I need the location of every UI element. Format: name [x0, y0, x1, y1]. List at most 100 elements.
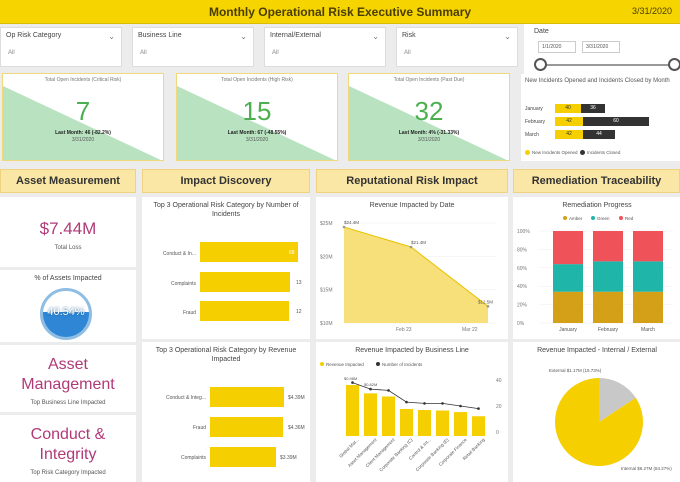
data-point — [342, 225, 346, 229]
bar-category-label: Fraud — [182, 310, 196, 316]
legend-item: Revenue Impacted — [326, 362, 364, 367]
bar — [436, 410, 449, 436]
slicer-business-line[interactable]: Business Line ⌄ All — [132, 27, 254, 67]
incidents-line — [352, 382, 479, 409]
bar — [454, 412, 467, 436]
data-point — [486, 305, 490, 308]
chevron-down-icon[interactable]: ⌄ — [240, 32, 247, 41]
slicer-label: Op Risk Category — [6, 32, 62, 39]
legend-item: Number of Incidents — [382, 362, 423, 367]
bar-value-label: $4.36M — [288, 425, 305, 431]
date-start-input[interactable]: 1/1/2020 — [538, 41, 576, 53]
slicer-label: Risk — [402, 32, 416, 39]
x-tick-label: January — [559, 327, 577, 333]
top3-revenue-chart: Top 3 Operational Risk Category by Reven… — [142, 342, 310, 482]
date-slicer: Date 1/1/2020 3/31/2020 — [524, 24, 680, 74]
slicer-risk[interactable]: Risk ⌄ All — [396, 27, 518, 67]
bar[interactable] — [210, 447, 276, 467]
chart-title: Top 3 Operational Risk Category by Reven… — [155, 347, 297, 363]
y-tick-label: 100% — [517, 229, 530, 235]
legend-dot-icon — [563, 216, 567, 220]
y-tick-label: $25M — [320, 221, 333, 227]
section-header-asset-measurement: Asset Measurement — [0, 169, 136, 193]
section-header-impact-discovery: Impact Discovery — [142, 169, 310, 193]
date-end-input[interactable]: 3/31/2020 — [582, 41, 620, 53]
data-label: $24.4M — [344, 220, 359, 225]
y-tick-label: 0% — [517, 321, 525, 327]
line-point — [405, 400, 408, 404]
bar — [346, 385, 359, 436]
data-label: $0.98M — [344, 376, 357, 381]
legend-dot-icon — [580, 150, 586, 156]
stacked-segment — [553, 264, 583, 292]
chart-title: New Incidents Opened and Incidents Close… — [525, 78, 670, 84]
chevron-down-icon[interactable]: ⌄ — [372, 32, 379, 41]
top-business-line-value: Asset Management — [21, 356, 115, 393]
data-point — [409, 245, 413, 249]
chevron-down-icon[interactable]: ⌄ — [108, 32, 115, 41]
gauge-value: 40.54% — [47, 306, 85, 318]
closed-bar[interactable]: 60 — [583, 117, 649, 126]
bar[interactable] — [200, 301, 289, 321]
bar — [418, 410, 431, 436]
date-range-track[interactable] — [540, 64, 670, 66]
kpi-value: 15 — [242, 96, 272, 126]
legend-dot-icon — [525, 150, 530, 156]
line-point — [351, 381, 354, 384]
x-tick-label: Corporate Banking (E) — [415, 437, 451, 473]
slicer-internal-external[interactable]: Internal/External ⌄ All — [264, 27, 386, 67]
chart-title: Revenue Impacted - Internal / External — [537, 347, 657, 354]
bar[interactable] — [210, 387, 284, 407]
bar — [400, 408, 413, 436]
chevron-down-icon[interactable]: ⌄ — [504, 32, 511, 41]
chart-title: Revenue Impacted by Date — [370, 202, 455, 209]
line-point — [369, 387, 372, 391]
pie-slice — [555, 378, 643, 466]
bar-value-label: $4.39M — [288, 395, 305, 401]
bar — [364, 393, 377, 436]
top-risk-category-label: Top Risk Category Impacted — [30, 470, 106, 476]
total-loss-card: $7.44M Total Loss — [0, 197, 136, 267]
kpi-card-critical: Total Open Incidents (Critical Risk) 7 L… — [2, 73, 164, 161]
legend-item: Green — [597, 216, 610, 221]
kpi-trend-area — [3, 86, 161, 160]
bar-category-label: Fraud — [192, 425, 206, 431]
bar-value-label: 12 — [296, 309, 302, 315]
kpi-last-month: Last Month: 4% (-31.33%) — [398, 130, 460, 136]
revenue-by-business-line-chart: Revenue Impacted by Business Line Revenue… — [316, 342, 508, 482]
slicer-label: Business Line — [138, 32, 182, 39]
opened-bar[interactable]: 42 — [555, 130, 583, 139]
bar-category-label: Conduct & In... — [162, 251, 196, 257]
stacked-segment — [553, 231, 583, 265]
slicer-op-risk-category[interactable]: Op Risk Category ⌄ All — [0, 27, 122, 67]
bar[interactable] — [200, 242, 298, 262]
closed-bar[interactable]: 36 — [581, 104, 605, 113]
y-tick-label: 0 — [496, 430, 499, 436]
slicer-value: All — [404, 50, 411, 56]
legend-dot-icon — [619, 216, 623, 220]
stacked-segment — [633, 291, 663, 323]
y-tick-label: 60% — [517, 266, 528, 272]
opened-bar[interactable]: 42 — [555, 117, 583, 126]
date-range-start-handle[interactable] — [534, 58, 547, 71]
bar[interactable] — [210, 417, 283, 437]
month-label: March — [525, 132, 539, 138]
data-label: External $1.17M (15.73%) — [549, 368, 602, 373]
pie-chart-svg: Revenue Impacted - Internal / External Ex… — [537, 347, 672, 471]
legend-item: New Incidents Opened — [532, 150, 578, 155]
assets-impacted-label: % of Assets Impacted — [34, 275, 102, 282]
slicer-value: All — [272, 50, 279, 56]
stacked-segment — [593, 261, 623, 292]
bar[interactable] — [200, 272, 290, 292]
opened-bar[interactable]: 40 — [555, 104, 581, 113]
top-business-line-label: Top Business Line Impacted — [30, 400, 106, 406]
data-label: $0.82M — [364, 382, 377, 387]
chart-legend: New Incidents Opened Incidents Closed — [525, 150, 620, 156]
chart-title: Top 3 Operational Risk Category by Numbe… — [153, 202, 299, 218]
section-header-remediation: Remediation Traceability — [513, 169, 680, 193]
date-range-end-handle[interactable] — [668, 58, 680, 71]
legend-item: Amber — [569, 216, 583, 221]
chart-title: Remediation Progress — [562, 202, 632, 209]
legend-item: Red — [625, 216, 634, 221]
closed-bar[interactable]: 44 — [583, 130, 615, 139]
